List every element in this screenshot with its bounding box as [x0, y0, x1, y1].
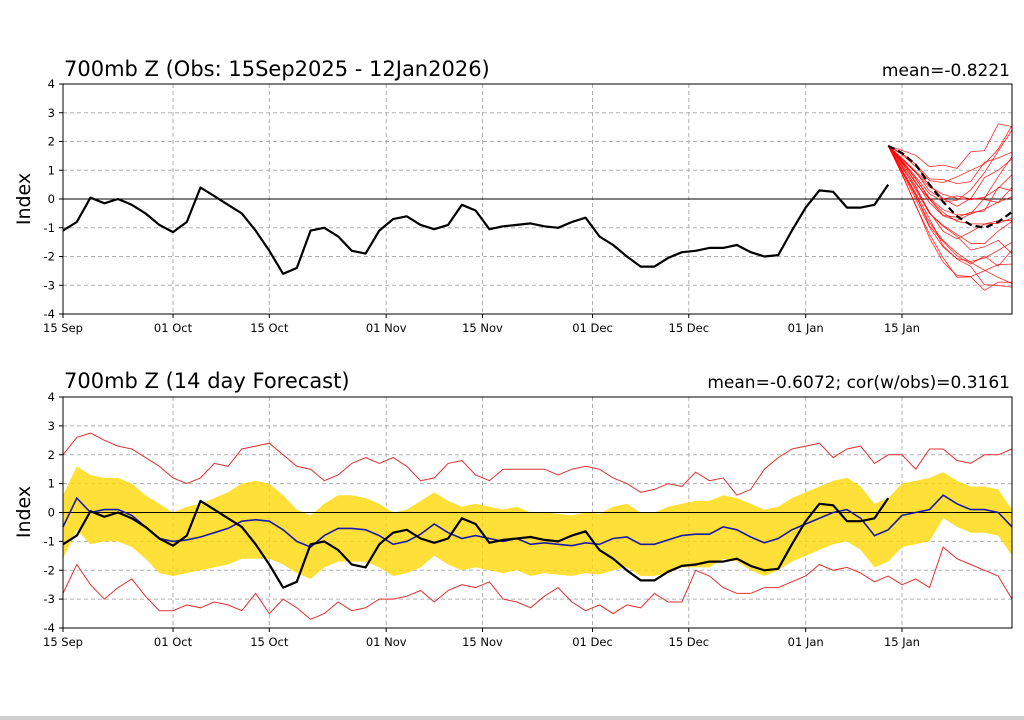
ensemble-member-line: [887, 129, 1013, 203]
x-tick-label: 01 Nov: [366, 635, 407, 649]
y-tick-label: 3: [48, 419, 55, 433]
y-tick-label: 1: [48, 477, 55, 491]
y-tick-label: -1: [44, 221, 55, 235]
x-tick-label: 15 Jan: [884, 635, 920, 649]
y-tick-label: 4: [48, 390, 55, 404]
ensemble-member-line: [887, 145, 1013, 221]
x-tick-label: 15 Dec: [669, 321, 710, 335]
ensemble-member-line: [887, 145, 1013, 278]
y-tick-label: 3: [48, 106, 55, 120]
forecast-mean-line: [62, 494, 1013, 549]
x-tick-label: 01 Oct: [154, 321, 193, 335]
x-tick-label: 15 Oct: [250, 321, 289, 335]
ensemble-member-line: [887, 145, 1013, 240]
envelope-lower-line: [62, 546, 1013, 620]
ensemble-member-line: [887, 145, 1013, 254]
x-tick-label: 01 Oct: [154, 635, 193, 649]
window-bottom-edge: [0, 716, 1024, 720]
ensemble-member-line: [887, 145, 1013, 200]
y-axis-label: Index: [13, 486, 35, 538]
panel-title: 700mb Z (Obs: 15Sep2025 - 12Jan2026): [64, 57, 490, 81]
y-tick-label: 4: [48, 77, 55, 91]
ensemble-member-line: [887, 145, 1013, 207]
envelope-upper-line: [62, 432, 1013, 496]
x-tick-label: 15 Sep: [43, 321, 83, 335]
panel-title: 700mb Z (14 day Forecast): [64, 369, 350, 393]
x-tick-label: 01 Dec: [572, 321, 613, 335]
x-tick-label: 15 Jan: [884, 321, 920, 335]
y-tick-label: 2: [48, 448, 55, 462]
y-tick-label: 2: [48, 135, 55, 149]
x-tick-label: 01 Dec: [572, 635, 613, 649]
panel-mean-stat: mean=-0.6072; cor(w/obs)=0.3161: [707, 373, 1010, 393]
x-tick-label: 01 Jan: [788, 321, 824, 335]
x-tick-label: 15 Nov: [462, 321, 503, 335]
x-tick-label: 01 Jan: [788, 635, 824, 649]
ensemble-member-line: [887, 145, 1013, 267]
y-tick-label: -1: [44, 534, 55, 548]
panel-mean-stat: mean=-0.8221: [882, 61, 1010, 81]
y-tick-label: 0: [48, 506, 55, 520]
observed-panel: 700mb Z (Obs: 15Sep2025 - 12Jan2026) mea…: [13, 57, 1013, 335]
x-tick-label: 15 Nov: [462, 635, 503, 649]
observed-line: [62, 497, 890, 589]
y-axis-label: Index: [13, 173, 35, 225]
observed-line: [62, 183, 890, 275]
x-tick-label: 15 Sep: [43, 635, 83, 649]
forecast-panel: 700mb Z (14 day Forecast) mean=-0.6072; …: [13, 369, 1013, 649]
y-tick-label: -3: [44, 278, 55, 292]
spread-band: [63, 466, 1012, 579]
x-tick-label: 01 Nov: [366, 321, 407, 335]
y-tick-label: 1: [48, 163, 55, 177]
ensemble-member-line: [887, 145, 1013, 216]
ensemble-members: [887, 123, 1013, 291]
y-tick-label: -3: [44, 592, 55, 606]
x-tick-label: 15 Dec: [669, 635, 710, 649]
y-tick-label: -2: [44, 563, 55, 577]
ensemble-member-line: [887, 145, 1013, 262]
y-tick-label: -2: [44, 250, 55, 264]
y-tick-label: -4: [44, 621, 55, 635]
x-tick-label: 15 Oct: [250, 635, 289, 649]
y-tick-label: -4: [44, 307, 55, 321]
y-tick-label: 0: [48, 192, 55, 206]
ensemble-member-line: [888, 123, 1013, 169]
ensemble-mean-line: [887, 144, 1013, 229]
ensemble-member-line: [887, 125, 1013, 184]
